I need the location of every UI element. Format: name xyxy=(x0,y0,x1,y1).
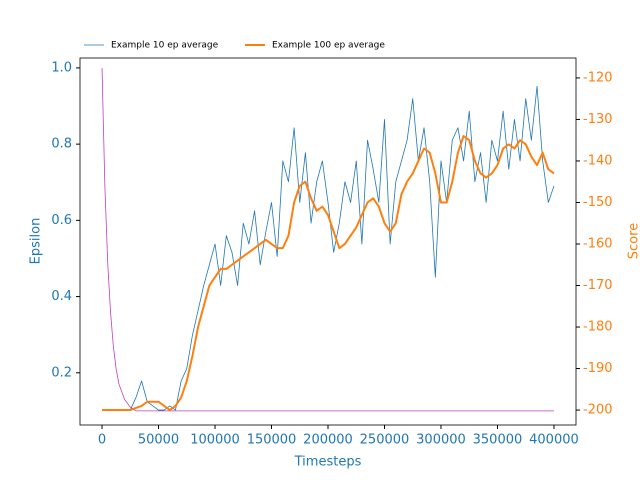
series-line xyxy=(101,67,554,412)
y2-axis-label: Score xyxy=(627,223,640,259)
x-tick-label: 250000 xyxy=(360,433,410,448)
y-tick-label: 0.2 xyxy=(51,365,72,380)
y2-tick-label: -180 xyxy=(583,320,613,335)
y2-tick-label: -190 xyxy=(583,361,613,376)
y-tick-label: 0.8 xyxy=(51,137,72,152)
legend-label: Example 100 ep average xyxy=(272,41,385,51)
y-axis-label: Epsilon xyxy=(29,218,44,265)
y2-tick-label: -160 xyxy=(583,236,613,251)
y-tick-label: 1.0 xyxy=(51,60,72,75)
series-line xyxy=(102,135,555,412)
y2-tick-label: -200 xyxy=(583,403,613,418)
x-tick-label: 300000 xyxy=(416,433,466,448)
y2-tick-label: -130 xyxy=(583,112,613,127)
plot-frame xyxy=(79,57,577,426)
x-tick-label: 100000 xyxy=(190,433,240,448)
x-axis-label: Timesteps xyxy=(294,455,362,470)
y-tick-label: 0.6 xyxy=(51,213,72,228)
y2-tick-label: -170 xyxy=(583,278,613,293)
x-tick-label: 400000 xyxy=(529,433,579,448)
x-tick-label: 200000 xyxy=(303,433,353,448)
y2-tick-label: -140 xyxy=(583,153,613,168)
x-tick-label: 150000 xyxy=(247,433,297,448)
x-tick-label: 50000 xyxy=(138,433,179,448)
legend-label: Example 10 ep average xyxy=(111,41,219,51)
y-tick-label: 0.4 xyxy=(51,289,72,304)
y2-tick-label: -150 xyxy=(583,195,613,210)
series-line xyxy=(102,85,555,411)
x-tick-label: 350000 xyxy=(473,433,523,448)
x-tick-label: 0 xyxy=(98,433,106,448)
y2-tick-label: -120 xyxy=(583,70,613,85)
